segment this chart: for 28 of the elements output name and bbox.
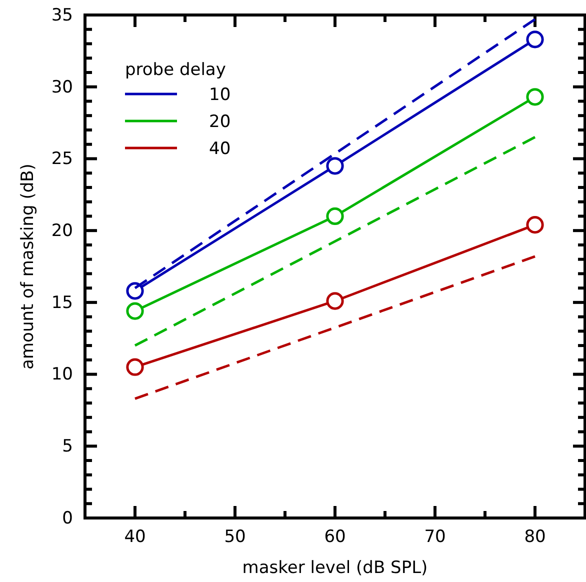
point	[326, 207, 344, 226]
x-tick-label: 60	[324, 527, 346, 548]
legend-label: 40	[209, 139, 231, 159]
point	[126, 358, 144, 376]
x-tick-label: 40	[124, 527, 146, 548]
y-tick-label: 25	[51, 149, 73, 170]
point	[126, 282, 144, 300]
y-axis-title: amount of masking (dB)	[18, 164, 38, 370]
point	[326, 292, 344, 310]
point	[526, 216, 544, 234]
y-tick-label: 10	[51, 364, 73, 385]
y-tick-label: 0	[62, 508, 73, 528]
y-tick-label: 30	[51, 77, 73, 98]
point	[126, 302, 144, 320]
legend-label: 20	[209, 112, 231, 132]
legend-title: probe delay	[125, 60, 226, 80]
legend-label: 10	[209, 85, 231, 105]
point	[526, 88, 544, 106]
y-tick-label: 20	[51, 221, 73, 242]
point	[526, 30, 544, 48]
y-tick-label: 5	[62, 436, 73, 457]
point	[326, 157, 344, 175]
x-axis-title: masker level (dB SPL)	[242, 558, 428, 578]
y-tick-label: 15	[51, 292, 73, 313]
x-tick-label: 50	[224, 527, 246, 548]
x-tick-label: 70	[424, 527, 446, 548]
x-tick-label: 80	[524, 527, 546, 548]
y-tick-label: 35	[51, 5, 73, 26]
